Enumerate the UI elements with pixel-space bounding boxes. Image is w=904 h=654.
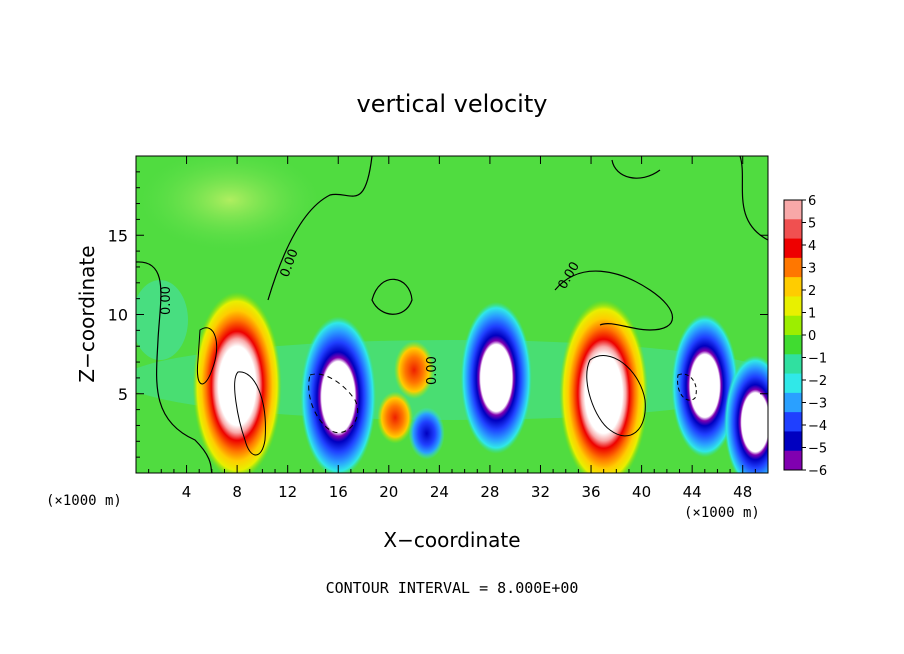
updraft-cell-2 [394,340,435,399]
left-cyan-band [136,280,188,360]
x-unit-right: (×1000 m) [684,505,760,521]
colorbar-swatch [784,296,802,317]
contour-interval-note: CONTOUR INTERVAL = 8.000E+00 [326,579,579,597]
x-tick-label: 36 [581,483,600,501]
zero-contour-topmid [611,159,661,179]
colorbar-label: −5 [808,442,827,457]
zero-contour-right [554,270,674,331]
downdraft-cell-5 [460,301,532,454]
colorbar-label: 3 [808,262,816,277]
colorbar-swatch [784,277,802,297]
colorbar-swatch [784,392,802,413]
updraft-cell-1 [559,299,649,473]
dashed-contour-mid [308,373,359,434]
colorbar-swatch [784,219,802,240]
contour-label-1: 0.00 [159,286,174,315]
y-tick-label: 10 [108,306,128,325]
zero-contour-upper [267,156,373,301]
x-tick-label: 28 [480,483,499,501]
chart-title: vertical velocity [357,90,548,118]
y-axis-label: Z−coordinate [75,245,99,382]
x-tick-label: 12 [278,483,297,501]
colorbar-label: −1 [808,352,827,367]
y-tick-label: 5 [118,385,128,404]
colorbar-label: −3 [808,397,827,412]
colorbar-swatch [784,412,802,432]
colorbar-label: −2 [808,374,827,389]
x-tick-label: 48 [733,483,752,501]
plot-area: 0.00 0.00 0.00 0.00 [136,156,768,473]
upper-glow [140,156,320,250]
x-tick-label: 32 [531,483,550,501]
inner-contour-left2 [234,371,266,456]
colorbar-label: 2 [808,284,816,299]
inner-contour-left [196,327,218,385]
zero-contour-left [136,261,213,473]
y-tick-label: 15 [108,226,128,245]
x-unit-left: (×1000 m) [46,493,122,509]
x-tick-label: 4 [182,483,192,501]
colorbar-swatch [784,257,802,278]
colorbar: 6 5 4 3 2 1 0 −1 −2 −3 −4 −5 −6 [783,194,827,479]
updraft-cell-3 [377,391,414,444]
downdraft-cell-4 [300,316,377,473]
x-tick-label: 40 [632,483,651,501]
colorbar-swatch [784,373,802,394]
x-tick-label: 24 [430,483,449,501]
colorbar-label: 4 [808,239,816,254]
colorbar-label: 0 [808,329,816,344]
colorbar-swatch [784,315,802,336]
updraft-cell-0 [192,291,282,473]
x-tick-label: 16 [329,483,348,501]
colorbar-label: 6 [808,194,816,209]
x-tick-label: 44 [683,483,702,501]
inner-contour-right [586,355,646,437]
colorbar-label: 5 [808,217,816,232]
downdraft-cell-7 [724,355,768,473]
contour-label-3: 0.00 [425,356,440,385]
colorbar-label: 1 [808,307,816,322]
colorbar-swatch [784,200,802,220]
x-axis-label: X−coordinate [383,528,520,552]
colorbar-swatch [784,354,802,375]
zero-contour-topright [739,156,768,241]
colorbar-label: −6 [808,464,827,479]
dashed-contour-right [677,373,697,401]
downdraft-cell-8 [408,407,445,460]
colorbar-swatch [784,335,802,355]
x-tick-label: 20 [379,483,398,501]
colorbar-swatch [784,450,802,471]
downdraft-cell-6 [671,314,739,458]
zero-contour-mid [371,278,413,315]
x-tick-label: 8 [232,483,242,501]
colorbar-swatch [784,431,802,452]
colorbar-swatch [784,238,802,259]
colorbar-label: −4 [808,419,827,434]
